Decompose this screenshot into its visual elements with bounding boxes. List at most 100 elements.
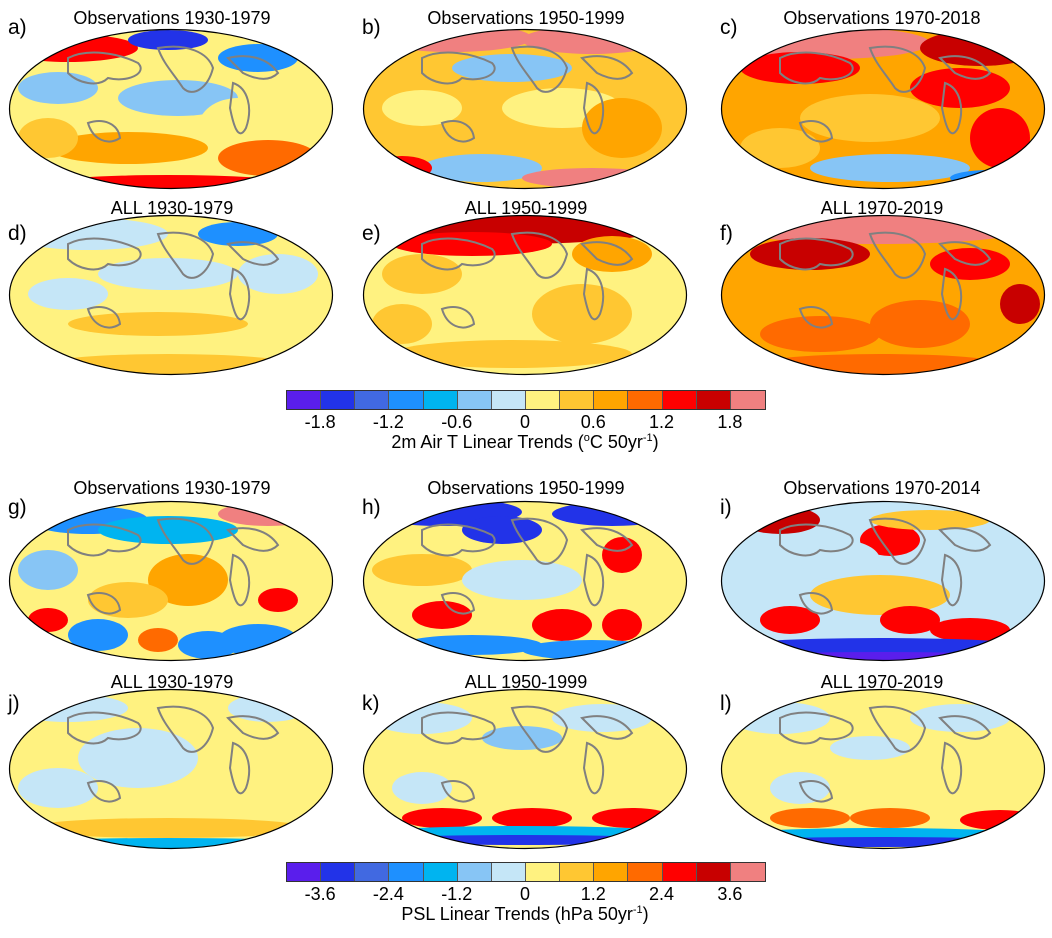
trend-contour: [98, 516, 238, 544]
trend-contour: [482, 726, 562, 750]
trend-contour: [392, 232, 552, 256]
colorbar-swatch: [594, 863, 629, 881]
panel-title: Observations 1970-2018: [783, 8, 981, 28]
trend-contour: [28, 608, 68, 632]
temperature-colorbar-ticks: -1.8 -1.2 -0.6 0 0.6 1.2 1.8: [286, 412, 764, 434]
colorbar-swatch: [389, 863, 424, 881]
coastline: [779, 231, 992, 329]
panel-title: ALL 1970-2019: [820, 198, 944, 218]
trend-contour: [1000, 284, 1040, 324]
robinson-map: [8, 688, 334, 850]
temperature-colorbar-title: 2m Air T Linear Trends (oC 50yr-1): [391, 432, 659, 452]
trend-contour: [602, 537, 642, 573]
colorbar-swatch: [730, 863, 765, 881]
panel-title: Observations 1970-2014: [783, 478, 981, 498]
coastline: [421, 45, 634, 143]
panel-label: c): [720, 16, 738, 39]
map-border: [8, 214, 334, 376]
map-border: [720, 214, 1046, 376]
map-border: [362, 688, 688, 850]
trend-contour: [372, 156, 432, 180]
trend-contour: [148, 554, 228, 606]
colorbar-tick-label: 1.2: [580, 884, 606, 904]
trend-contour: [422, 154, 542, 182]
trend-contour: [760, 606, 820, 634]
trend-contour: [28, 818, 308, 838]
panel-title: Observations 1930-1979: [73, 8, 271, 28]
colorbar-swatch: [696, 863, 731, 881]
colorbar-swatch: [525, 863, 561, 881]
panel-label: k): [362, 692, 380, 715]
trend-contour: [492, 808, 572, 828]
trend-contour: [522, 640, 662, 660]
trend-contour: [372, 304, 432, 344]
panel-label: i): [720, 496, 732, 519]
colorbar-swatch: [560, 391, 595, 409]
colorbar-tick-label: 3.6: [717, 884, 743, 904]
trend-contour: [452, 54, 572, 82]
trend-contour: [138, 628, 178, 652]
colorbar-tick-label: -3.6: [304, 884, 336, 904]
trend-contour: [382, 254, 462, 294]
coastline: [67, 705, 280, 803]
colorbar-swatch: [662, 863, 697, 881]
trend-contour: [48, 132, 208, 164]
coastline: [779, 517, 992, 615]
trend-contour: [462, 560, 582, 600]
trend-contour: [228, 694, 308, 722]
map-border: [720, 28, 1046, 190]
panel-title: Observations 1950-1999: [427, 478, 625, 498]
temperature-colorbar: [286, 390, 766, 410]
robinson-map: [8, 500, 334, 662]
trend-contour: [18, 838, 318, 848]
trend-contour: [920, 30, 1040, 66]
colorbar-tick-label: 1.2: [649, 412, 675, 432]
colorbar-swatch: [491, 863, 526, 881]
colorbar-tick-label: -2.4: [372, 884, 404, 904]
trend-contour: [372, 554, 472, 586]
trend-contour: [572, 236, 652, 272]
map-border: [720, 500, 1046, 662]
trend-contour: [532, 284, 632, 344]
panel-label: j): [8, 692, 20, 715]
trend-contour: [68, 619, 128, 651]
trend-contour: [18, 72, 98, 104]
trend-contour: [800, 94, 940, 142]
panel-label: b): [362, 16, 381, 39]
coastline: [421, 517, 634, 615]
panel-label: h): [362, 496, 381, 519]
coastline: [779, 705, 992, 803]
colorbar-tick-label: 0: [519, 412, 531, 432]
colorbar-tick-label: -1.2: [372, 412, 404, 432]
trend-contour: [258, 588, 298, 612]
colorbar-tick-label: 0: [519, 884, 531, 904]
trend-contour: [382, 90, 462, 126]
robinson-map: [8, 28, 334, 190]
trend-contour: [721, 837, 1040, 847]
trend-contour: [582, 98, 662, 158]
panel-label: l): [720, 692, 732, 715]
colorbar-swatch: [321, 391, 356, 409]
trend-contour: [800, 540, 880, 580]
panel-label: d): [8, 222, 27, 245]
panel-label: f): [720, 222, 733, 245]
trend-contour: [870, 300, 970, 348]
colorbar-swatch: [423, 391, 458, 409]
trend-contour: [770, 808, 850, 828]
coastline: [67, 45, 280, 143]
coastline: [67, 231, 280, 329]
trend-contour: [592, 808, 672, 828]
trend-contour: [850, 808, 930, 828]
map-border: [362, 214, 688, 376]
colorbar-swatch: [491, 391, 526, 409]
colorbar-swatch: [730, 391, 765, 409]
trend-contour: [910, 68, 1010, 108]
panel-label: e): [362, 222, 381, 245]
trend-contour: [363, 835, 682, 845]
panel-title: Observations 1930-1979: [73, 478, 271, 498]
colorbar-swatch: [662, 391, 697, 409]
colorbar-swatch: [628, 391, 663, 409]
robinson-map: [362, 688, 688, 850]
psl-colorbar: [286, 862, 766, 882]
robinson-map: [720, 688, 1046, 850]
